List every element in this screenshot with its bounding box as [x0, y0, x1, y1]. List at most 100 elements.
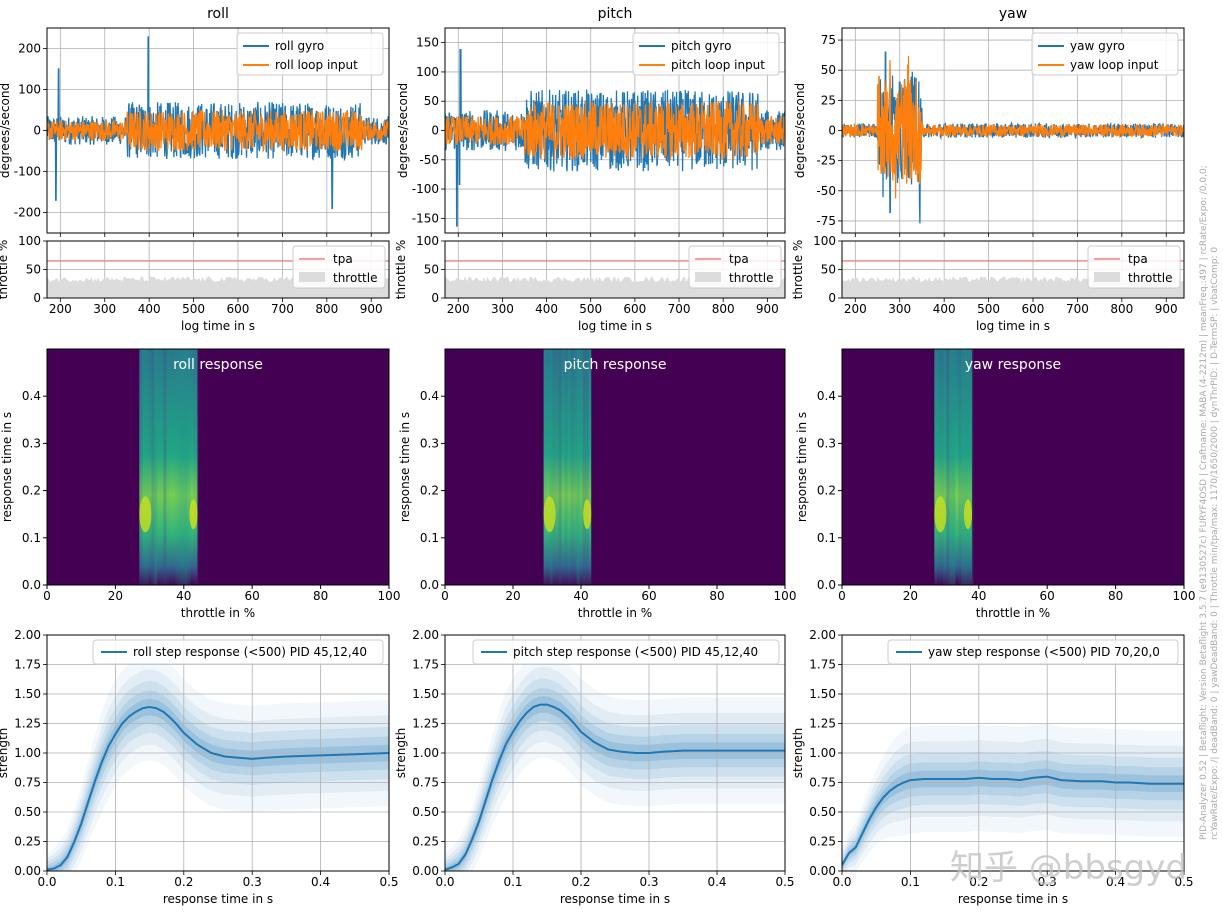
heatmap-cell: [573, 349, 577, 585]
y-tick-label: 0.4: [817, 389, 836, 403]
pitch_heat-panel: 0 20 40 60 80 100 0.0 0.1 0.2 0.3 0.4 pitch respons…: [398, 348, 796, 620]
legend-label: throttle: [333, 271, 377, 285]
x-tick-label: 600: [227, 302, 250, 316]
heatmap-cell: [946, 349, 950, 585]
spread-band: [445, 666, 785, 871]
legend-swatch-throttle: [695, 272, 721, 282]
plot-area: [47, 635, 389, 871]
loop-input-line: [445, 101, 785, 160]
heatmap-cell: [588, 349, 592, 585]
y-tick-label: 100: [18, 234, 41, 248]
x-tick-label: 0.4: [707, 875, 726, 889]
x-axis-label: log time in s: [578, 319, 652, 333]
y-tick-label: 2.00: [14, 628, 41, 642]
heatmap-cell: [543, 349, 547, 585]
x-tick-label: 0.2: [969, 875, 988, 889]
y-tick-label: 0.3: [22, 436, 41, 450]
heatmap-cell: [952, 349, 956, 585]
pitch_thr-panel: 200 300 400 500 600 700 800 900 0 50 100 throttle %…: [394, 234, 786, 333]
legend-label: yaw gyro: [1070, 39, 1125, 53]
heatmap-cell: [555, 349, 559, 585]
yaw_thr-panel: 200 300 400 500 600 700 800 900 0 50 100 throttle %…: [791, 234, 1185, 333]
legend-label: throttle: [729, 271, 773, 285]
x-tick-label: 0.5: [379, 875, 398, 889]
heatmap-cell: [955, 349, 958, 585]
yaw_heat-panel: 0 20 40 60 80 100 0.0 0.1 0.2 0.3 0.4 yaw response r…: [795, 348, 1196, 620]
pitch_time-panel: -150 -100 -50 0 50 100 150 pitch degrees/second p…: [396, 6, 786, 237]
legend-swatch-throttle: [1094, 272, 1120, 282]
legend-label: tpa: [333, 252, 353, 266]
x-tick-label: 80: [1108, 589, 1123, 603]
y-tick-label: -100: [14, 165, 41, 179]
x-tick-label: 40: [573, 589, 588, 603]
yaw_time-panel: -75 -50 -25 0 25 50 75 yaw degrees/second yaw gyr…: [793, 6, 1185, 237]
x-tick-label: 500: [579, 302, 602, 316]
x-tick-label: 800: [712, 302, 735, 316]
heatmap-cell: [561, 349, 565, 585]
y-tick-label: -50: [419, 153, 439, 167]
heatmap-title: roll response: [173, 357, 263, 373]
x-tick-label: 0.1: [901, 875, 920, 889]
heatmap-background: [445, 349, 785, 585]
y-tick-label: 150: [416, 36, 439, 50]
side-text-line1: PID-Analyzer 0.52 | Betaflight: Version …: [1199, 165, 1209, 840]
y-tick-label: 0: [828, 124, 836, 138]
heatmap-title: pitch response: [564, 357, 667, 373]
legend: tpa throttle: [292, 245, 386, 289]
x-tick-label: 60: [641, 589, 656, 603]
chart-title: pitch: [598, 6, 633, 22]
x-tick-label: 60: [1040, 589, 1055, 603]
legend-label: roll gyro: [275, 39, 324, 53]
heatmap-cell: [154, 349, 158, 585]
heatmap-cell: [163, 349, 167, 585]
x-tick-label: 200: [844, 302, 867, 316]
y-axis-label: response time in s: [398, 412, 412, 522]
axes-frame: [444, 348, 786, 586]
heatmap-cell: [196, 349, 200, 585]
x-tick-label: 900: [360, 302, 383, 316]
axes-frame: [841, 348, 1185, 586]
x-axis-label: throttle in %: [976, 606, 1050, 620]
y-tick-label: 1.75: [809, 658, 836, 672]
loop-input-line: [47, 109, 389, 153]
heatmap-band: [139, 349, 198, 585]
x-tick-label: 0.2: [174, 875, 193, 889]
legend: tpa throttle: [688, 245, 782, 289]
heatmap-band: [934, 349, 972, 585]
y-axis-label: strength: [791, 728, 805, 779]
plot-area: [842, 51, 1184, 224]
heatmap-cell: [943, 349, 947, 585]
y-tick-label: 2.00: [412, 628, 439, 642]
y-tick-label: 0.1: [817, 531, 836, 545]
x-tick-label: 0: [838, 589, 846, 603]
x-tick-label: 400: [933, 302, 956, 316]
heatmap-cell: [567, 349, 571, 585]
y-tick-label: 1.75: [412, 658, 439, 672]
x-tick-label: 600: [623, 302, 646, 316]
legend-box: [632, 32, 780, 76]
x-tick-label: 0.0: [435, 875, 454, 889]
spread-band: [842, 760, 1184, 871]
legend: yaw step response (<500) PID 70,20,0: [887, 639, 1179, 665]
y-tick-label: 0.50: [14, 805, 41, 819]
x-tick-label: 40: [176, 589, 191, 603]
x-tick-label: 0.5: [775, 875, 794, 889]
heatmap-background: [842, 349, 1184, 585]
plot-area: [445, 49, 785, 227]
heatmap-cell: [934, 349, 938, 585]
x-tick-label: 800: [315, 302, 338, 316]
yaw_step-panel: 0.0 0.1 0.2 0.3 0.4 0.5 0.00 0.25 0.50 0.75 1.00 1.…: [791, 628, 1194, 906]
x-tick-label: 0.2: [571, 875, 590, 889]
spread-band: [47, 681, 389, 871]
x-tick-label: 100: [1173, 589, 1196, 603]
y-tick-label: 0.4: [420, 389, 439, 403]
y-tick-label: 50: [821, 263, 836, 277]
spread-band: [842, 723, 1184, 871]
x-tick-label: 0.1: [503, 875, 522, 889]
x-axis-label: response time in s: [163, 892, 273, 906]
heatmap-cell: [582, 349, 586, 585]
heatmap-peak: [543, 496, 556, 533]
heatmap-cell: [184, 349, 188, 585]
x-tick-label: 80: [709, 589, 724, 603]
x-tick-label: 0.0: [832, 875, 851, 889]
